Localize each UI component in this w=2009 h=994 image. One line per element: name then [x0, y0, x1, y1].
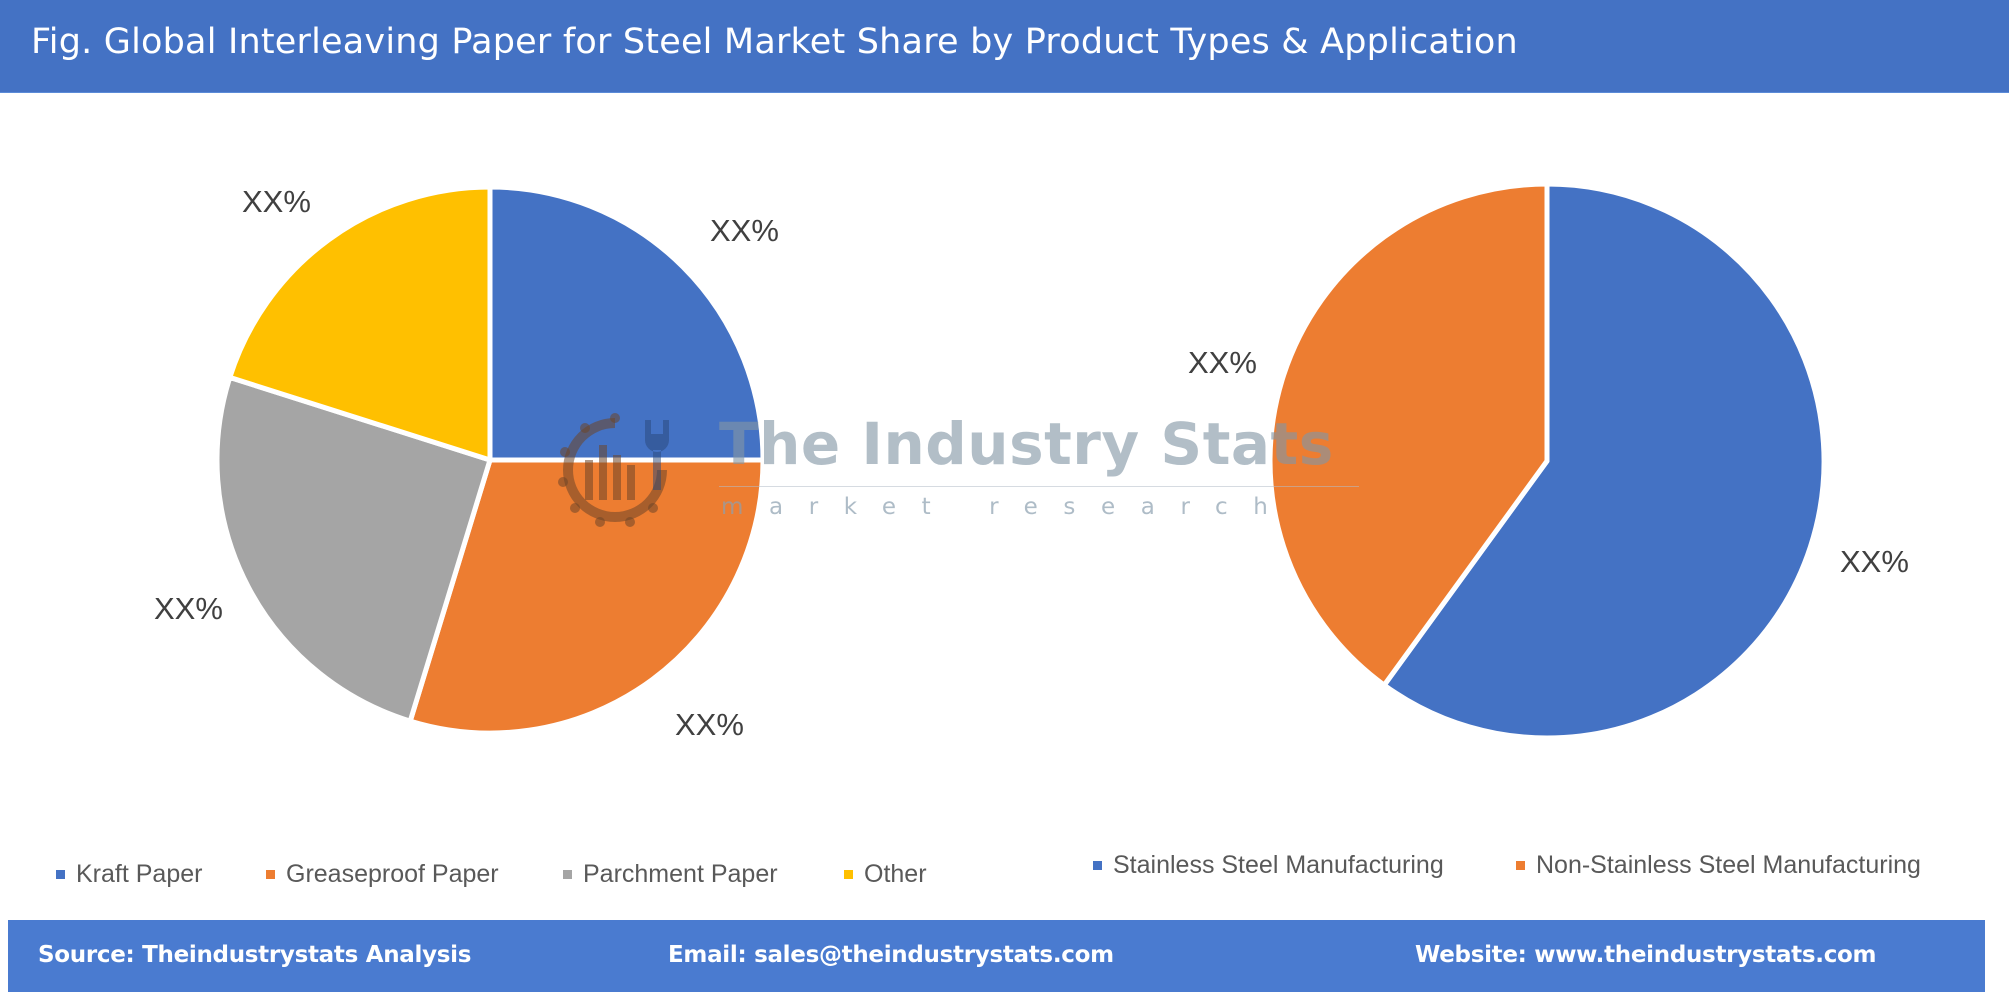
- slice-stainless-steel-manufacturing: [1381, 181, 1827, 741]
- legend-swatch-icon: [844, 870, 853, 879]
- legend-label: Other: [864, 860, 927, 888]
- legend-item-other[interactable]: Other: [844, 862, 927, 887]
- legend-swatch-icon: [266, 870, 275, 879]
- slice-kraft-paper: [487, 184, 766, 463]
- slice-greaseproof-paper: [407, 457, 766, 736]
- legend-label: Kraft Paper: [76, 860, 203, 888]
- label-non-stainless-steel: XX%: [1188, 345, 1257, 380]
- slice-other: [227, 184, 493, 463]
- legend-item-greaseproof-paper[interactable]: Greaseproof Paper: [266, 862, 499, 887]
- footer-website[interactable]: Website: www.theindustrystats.com: [1415, 942, 1877, 968]
- label-other: XX%: [242, 184, 311, 219]
- legend-item-parchment-paper[interactable]: Parchment Paper: [563, 862, 778, 887]
- footer-email[interactable]: Email: sales@theindustrystats.com: [668, 942, 1114, 968]
- legend-label: Non-Stainless Steel Manufacturing: [1536, 851, 1921, 879]
- header-bar: Fig. Global Interleaving Paper for Steel…: [0, 0, 2009, 93]
- product-types-pie: [214, 184, 766, 736]
- slice-parchment-paper: [214, 374, 493, 724]
- slice-non-stainless-steel-manufacturing: [1267, 181, 1550, 688]
- label-greaseproof-paper: XX%: [675, 707, 744, 742]
- legend-swatch-icon: [563, 870, 572, 879]
- label-kraft-paper: XX%: [710, 213, 779, 248]
- legend-swatch-icon: [1516, 861, 1525, 870]
- label-parchment-paper: XX%: [154, 591, 223, 626]
- legend-label: Greaseproof Paper: [286, 860, 499, 888]
- legend-swatch-icon: [1093, 861, 1102, 870]
- legend-label: Stainless Steel Manufacturing: [1113, 851, 1444, 879]
- label-stainless-steel: XX%: [1840, 544, 1909, 579]
- legend-label: Parchment Paper: [583, 860, 778, 888]
- legend-swatch-icon: [56, 870, 65, 879]
- legend-item-stainless-steel-manufacturing[interactable]: Stainless Steel Manufacturing: [1093, 853, 1444, 878]
- figure-title: Fig. Global Interleaving Paper for Steel…: [31, 22, 1518, 62]
- legend-item-kraft-paper[interactable]: Kraft Paper: [56, 862, 202, 887]
- footer-bar: Source: Theindustrystats Analysis Email:…: [8, 920, 1985, 992]
- application-pie: [1267, 181, 1827, 741]
- footer-source: Source: Theindustrystats Analysis: [38, 942, 472, 968]
- legend-item-non-stainless-steel-manufacturing[interactable]: Non-Stainless Steel Manufacturing: [1516, 853, 1921, 878]
